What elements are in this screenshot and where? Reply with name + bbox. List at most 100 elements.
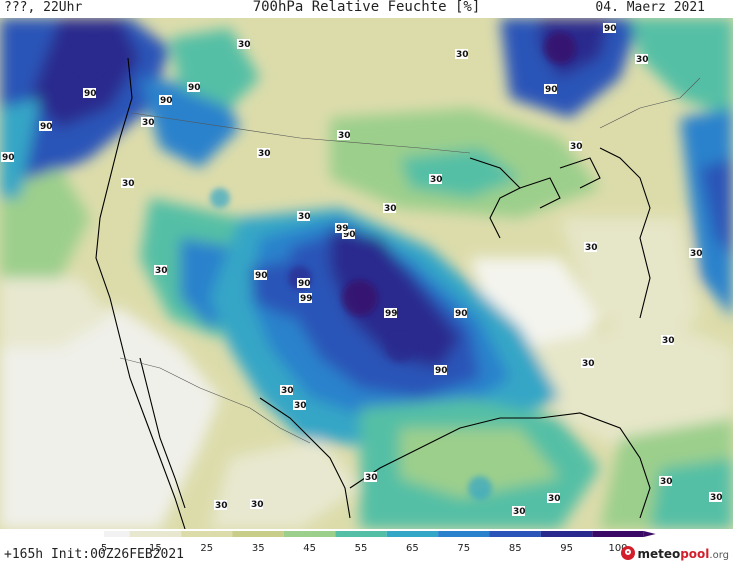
legend-tick-label: 95 <box>560 543 573 554</box>
contour-label: 30 <box>383 203 397 214</box>
svg-text:30: 30 <box>294 401 307 411</box>
legend-tick-label: 65 <box>406 543 419 554</box>
svg-text:30: 30 <box>215 501 228 511</box>
contour-label: 30 <box>257 148 271 159</box>
contour-label: 30 <box>709 492 723 503</box>
contour-label: 30 <box>661 335 675 346</box>
svg-text:30: 30 <box>570 142 583 152</box>
svg-text:99: 99 <box>385 309 398 319</box>
legend-tick-label: 25 <box>200 543 213 554</box>
svg-text:30: 30 <box>281 386 294 396</box>
svg-text:30: 30 <box>513 507 526 517</box>
contour-label: 90 <box>159 95 173 106</box>
legend-swatch <box>181 531 233 537</box>
svg-text:30: 30 <box>122 179 135 189</box>
contour-label: 99 <box>384 308 398 319</box>
contour-label: 30 <box>364 472 378 483</box>
legend-swatch <box>540 531 593 537</box>
legend-tick-label: 75 <box>457 543 470 554</box>
legend-tick-label: 100 <box>608 543 627 554</box>
header: ???, 22Uhr 700hPa Relative Feuchte [%] 0… <box>0 0 733 18</box>
contour-label: 30 <box>659 476 673 487</box>
legend-bar: 5 15 25 35 45 55 65 75 85 95 100 <box>101 531 656 554</box>
contour-label: 30 <box>141 117 155 128</box>
contour-label: 30 <box>689 248 703 259</box>
svg-text:30: 30 <box>338 131 351 141</box>
run-info: +165h Init:00Z26FEB2021 <box>4 547 185 562</box>
svg-text:90: 90 <box>298 279 311 289</box>
svg-text:30: 30 <box>585 243 598 253</box>
contour-label: 30 <box>280 385 294 396</box>
svg-text:30: 30 <box>142 118 155 128</box>
svg-text:30: 30 <box>710 493 723 503</box>
contour-label: 30 <box>512 506 526 517</box>
svg-text:30: 30 <box>365 473 378 483</box>
contour-labels: 30 30 30 30 30 30 30 30 30 30 30 30 30 30 30 30 30 30 30 30… <box>1 23 723 517</box>
contour-label: 90 <box>297 278 311 289</box>
legend-tick-label: 45 <box>303 543 316 554</box>
map-title: 700hPa Relative Feuchte [%] <box>252 0 481 15</box>
legend-swatch <box>232 531 284 537</box>
contour-label: 90 <box>603 23 617 34</box>
svg-text:30: 30 <box>384 204 397 214</box>
contour-label: 30 <box>635 54 649 65</box>
coastlines <box>95 57 651 529</box>
map-canvas: 30 30 30 30 30 30 30 30 30 30 30 30 30 30 30 30 30 30 30 30… <box>0 18 733 529</box>
valid-date: 04. Maerz 2021 <box>595 0 705 15</box>
svg-text:99: 99 <box>336 224 349 234</box>
svg-text:30: 30 <box>258 149 271 159</box>
svg-text:30: 30 <box>298 212 311 222</box>
contour-label: 90 <box>454 308 468 319</box>
svg-text:90: 90 <box>545 85 558 95</box>
svg-text:90: 90 <box>160 96 173 106</box>
contour-label: 30 <box>429 174 443 185</box>
contour-label: 99 <box>335 223 349 234</box>
legend-tick-label: 35 <box>252 543 265 554</box>
contour-label: 90 <box>1 152 15 163</box>
svg-text:30: 30 <box>238 40 251 50</box>
humidity-detail <box>72 32 576 500</box>
contour-label: 90 <box>83 88 97 99</box>
svg-text:99: 99 <box>300 294 313 304</box>
svg-text:90: 90 <box>40 122 53 132</box>
contour-label: 30 <box>547 493 561 504</box>
svg-text:30: 30 <box>155 266 168 276</box>
svg-text:90: 90 <box>2 153 15 163</box>
legend-tick-label: 55 <box>355 543 368 554</box>
contour-label: 90 <box>187 82 201 93</box>
contour-label: 30 <box>455 49 469 60</box>
contour-label: 90 <box>544 84 558 95</box>
political-borders <box>119 77 701 444</box>
contour-label: 90 <box>254 270 268 281</box>
contour-label: 30 <box>293 400 307 411</box>
legend-swatch <box>592 531 644 537</box>
contour-label: 30 <box>214 500 228 511</box>
contour-label: 90 <box>434 365 448 376</box>
svg-text:30: 30 <box>660 477 673 487</box>
legend-tick-label: 85 <box>509 543 522 554</box>
svg-text:90: 90 <box>84 89 97 99</box>
svg-text:90: 90 <box>343 230 356 240</box>
svg-text:90: 90 <box>435 366 448 376</box>
svg-text:30: 30 <box>636 55 649 65</box>
contour-label: 90 <box>342 229 356 240</box>
color-legend: 5 15 25 35 45 55 65 75 85 95 100 <box>0 529 733 566</box>
svg-text:30: 30 <box>456 50 469 60</box>
humidity-map: 30 30 30 30 30 30 30 30 30 30 30 30 30 30 30 30 30 30 30 30… <box>0 18 733 529</box>
contour-label: 30 <box>154 265 168 276</box>
contour-label: 30 <box>569 141 583 152</box>
legend-swatch <box>283 531 336 537</box>
contour-label: 30 <box>121 178 135 189</box>
legend-tick-label: 15 <box>149 543 162 554</box>
legend-swatch <box>386 531 439 537</box>
svg-text:30: 30 <box>582 359 595 369</box>
contour-label: 30 <box>250 499 264 510</box>
svg-text:90: 90 <box>604 24 617 34</box>
meteopool-logo[interactable]: meteopool.org <box>621 546 729 561</box>
logo-icon <box>621 546 636 560</box>
legend-tick-label: 5 <box>101 543 107 554</box>
svg-text:30: 30 <box>690 249 703 259</box>
legend-swatch <box>489 531 541 537</box>
contour-label: 99 <box>299 293 313 304</box>
contour-label: 30 <box>337 130 351 141</box>
